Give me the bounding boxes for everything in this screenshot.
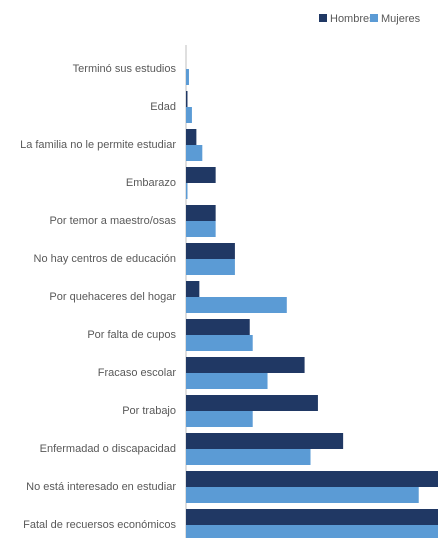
legend-swatch — [370, 14, 378, 22]
y-tick-label: Por trabajo — [122, 405, 176, 417]
y-tick-label: Terminó sus estudios — [73, 63, 177, 75]
bar — [186, 433, 344, 449]
bar — [186, 167, 216, 183]
y-tick-label: Por temor a maestro/osas — [49, 215, 176, 227]
y-tick-label: Edad — [150, 101, 176, 113]
y-tick-label: No está interesado en estudiar — [26, 481, 176, 493]
y-tick-label: Fatal de recuersos económicos — [23, 519, 176, 531]
bar — [186, 221, 216, 237]
bar — [186, 509, 438, 525]
bar — [186, 129, 197, 145]
bar — [186, 449, 311, 465]
legend-label: Hombres — [330, 13, 375, 25]
bar — [186, 107, 192, 123]
y-tick-label: No hay centros de educación — [34, 253, 176, 265]
bar — [186, 487, 419, 503]
bar — [186, 281, 200, 297]
legend-swatch — [319, 14, 327, 22]
y-tick-label: Fracaso escolar — [98, 367, 177, 379]
y-tick-label: Por falta de cupos — [87, 329, 176, 341]
bar — [186, 297, 287, 313]
bar — [186, 335, 253, 351]
y-tick-label: La familia no le permite estudiar — [20, 139, 176, 151]
y-tick-label: Embarazo — [126, 177, 176, 189]
bar — [186, 373, 268, 389]
bar — [186, 319, 250, 335]
bar — [186, 91, 188, 107]
bar — [186, 411, 253, 427]
bar — [186, 525, 438, 538]
bar — [186, 243, 235, 259]
bar — [186, 471, 438, 487]
bar — [186, 395, 318, 411]
y-tick-label: Por quehaceres del hogar — [49, 291, 176, 303]
bar — [186, 69, 189, 85]
y-tick-label: Enfermadad o discapacidad — [40, 443, 176, 455]
bar — [186, 145, 203, 161]
bar — [186, 357, 305, 373]
bar — [186, 205, 216, 221]
bar — [186, 183, 188, 199]
legend-label: Mujeres — [381, 13, 421, 25]
bar — [186, 259, 235, 275]
